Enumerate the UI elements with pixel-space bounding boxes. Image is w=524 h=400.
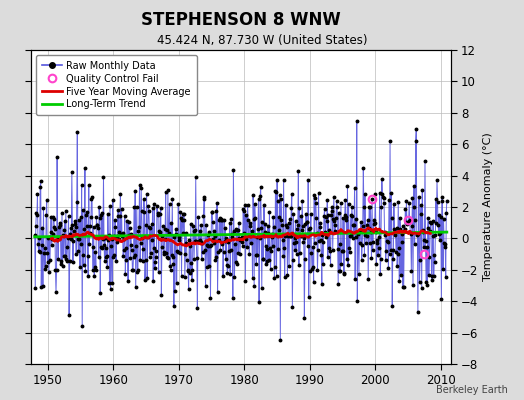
Text: 45.424 N, 87.730 W (United States): 45.424 N, 87.730 W (United States) bbox=[157, 34, 367, 47]
Title: STEPHENSON 8 WNW: STEPHENSON 8 WNW bbox=[141, 11, 341, 29]
Text: Berkeley Earth: Berkeley Earth bbox=[436, 385, 508, 395]
Y-axis label: Temperature Anomaly (°C): Temperature Anomaly (°C) bbox=[483, 133, 493, 281]
Legend: Raw Monthly Data, Quality Control Fail, Five Year Moving Average, Long-Term Tren: Raw Monthly Data, Quality Control Fail, … bbox=[36, 55, 197, 115]
